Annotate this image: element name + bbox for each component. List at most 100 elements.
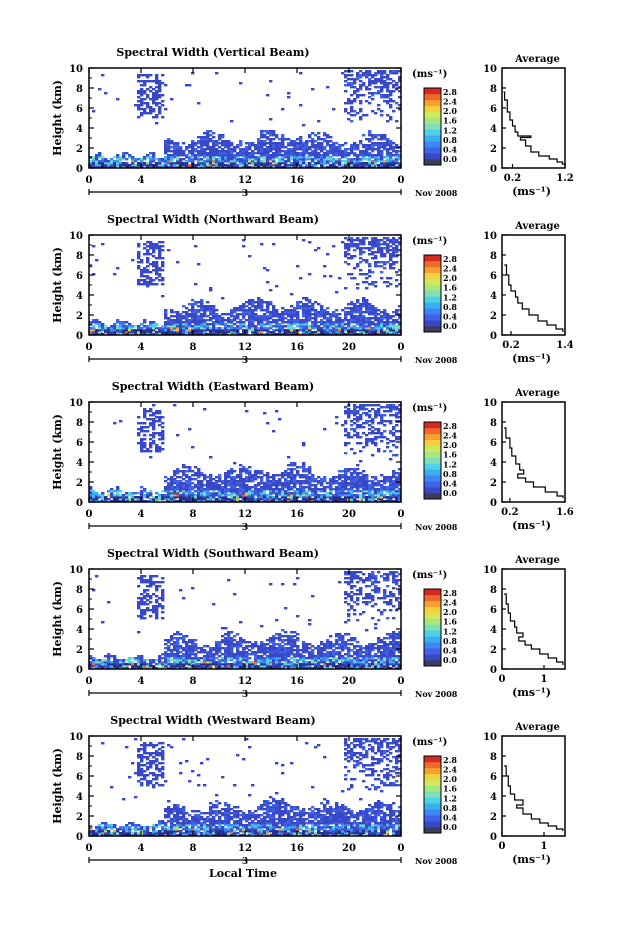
colorbar-swatch xyxy=(424,600,441,608)
average-y-tick-label: 4 xyxy=(490,625,497,636)
average-x-tick-label: 1.4 xyxy=(556,340,573,351)
average-panel: Average 0 2 4 6 8 10 0 1(ms⁻¹) xyxy=(483,555,566,699)
average-title: Average xyxy=(514,722,560,733)
average-profile-line xyxy=(504,765,564,831)
x-tick-label: 20 xyxy=(342,843,356,854)
colorbar-tick-label: 1.6 xyxy=(443,116,457,126)
colorbar-swatch xyxy=(424,255,441,262)
average-y-tick-label: 0 xyxy=(490,665,497,676)
average-y-tick-label: 6 xyxy=(490,605,497,616)
colorbar-swatch xyxy=(424,594,441,602)
colorbar-swatch xyxy=(424,624,441,631)
average-x-tick-label: 1.6 xyxy=(556,507,573,518)
colorbar-tick-label: 1.2 xyxy=(443,292,457,302)
panel-title: Spectral Width (Northward Beam) xyxy=(107,213,319,226)
colorbar-frame xyxy=(423,421,442,500)
colorbar-swatch xyxy=(424,457,441,464)
heatmap-field xyxy=(89,738,402,837)
x-tick-label: 12 xyxy=(238,843,252,854)
x-tick-label: 4 xyxy=(138,509,145,520)
colorbar-swatch xyxy=(424,153,441,160)
y-axis-label: Height (km) xyxy=(51,581,64,657)
average-profile-line xyxy=(504,264,564,332)
x-tick-label: 4 xyxy=(138,342,145,353)
colorbar-tick-label: 2.0 xyxy=(443,106,457,116)
average-panel: Average 0 2 4 6 8 10 0.2 1.2 (ms⁻¹) xyxy=(483,54,574,198)
colorbar-tick-label: 1.2 xyxy=(443,125,457,135)
x-tick-label: 20 xyxy=(342,175,356,186)
y-tick-label: 0 xyxy=(76,164,83,175)
panel-3: Spectral Width (Eastward Beam) 0 2 4 6 8 10 0 4 8… xyxy=(51,380,574,533)
average-x-axis-label: (ms⁻¹) xyxy=(512,686,551,699)
y-tick-label: 8 xyxy=(76,418,83,429)
colorbar-under xyxy=(424,493,441,499)
colorbar-swatch xyxy=(424,451,441,458)
y-tick-label: 8 xyxy=(76,251,83,262)
colorbar-swatch xyxy=(424,463,441,470)
colorbar-tick-label: 0.0 xyxy=(443,655,457,665)
colorbar: (ms⁻¹) 0.00.40.81.21.62.02.42.8 xyxy=(412,236,457,333)
x-tick-label: 0 xyxy=(86,843,93,854)
colorbar-swatch xyxy=(424,278,441,285)
colorbar: (ms⁻¹) 0.00.40.81.21.62.02.42.8 xyxy=(412,737,457,834)
colorbar-swatch xyxy=(424,654,441,661)
date-marker: 3 xyxy=(242,857,248,867)
y-tick-label: 4 xyxy=(76,792,83,803)
colorbar-tick-label: 0.8 xyxy=(443,302,457,312)
x-tick-label: 12 xyxy=(238,509,252,520)
colorbar-tick-label: 2.4 xyxy=(443,264,457,274)
y-tick-label: 10 xyxy=(69,732,83,743)
date-marker: 3 xyxy=(242,690,248,700)
colorbar-swatch xyxy=(424,88,441,95)
average-panel: Average 0 2 4 6 8 10 0.2 1.6 (ms⁻¹) xyxy=(483,388,574,532)
colorbar-unit: (ms⁻¹) xyxy=(412,69,447,80)
colorbar-swatch xyxy=(424,487,441,494)
average-y-tick-label: 6 xyxy=(490,438,497,449)
colorbar-swatch xyxy=(424,797,441,804)
average-frame xyxy=(501,568,566,670)
average-y-tick-label: 4 xyxy=(490,458,497,469)
colorbar-swatch xyxy=(424,99,441,107)
y-tick-label: 4 xyxy=(76,291,83,302)
colorbar-swatch xyxy=(424,141,441,148)
colorbar-tick-label: 2.0 xyxy=(443,440,457,450)
average-title: Average xyxy=(514,54,560,65)
colorbar-swatch xyxy=(424,284,441,291)
colorbar-tick-label: 0.8 xyxy=(443,636,457,646)
average-y-tick-label: 8 xyxy=(490,251,497,262)
y-tick-label: 2 xyxy=(76,478,83,489)
colorbar-frame xyxy=(423,755,442,834)
colorbar-swatch xyxy=(424,815,441,822)
y-tick-label: 0 xyxy=(76,331,83,342)
panel-title: Spectral Width (Vertical Beam) xyxy=(116,46,309,59)
y-tick-label: 10 xyxy=(69,398,83,409)
average-title: Average xyxy=(514,221,560,232)
colorbar-under xyxy=(424,159,441,165)
colorbar-swatch xyxy=(424,803,441,810)
heatmap-field xyxy=(89,571,402,670)
average-x-tick-label: 0.2 xyxy=(502,340,519,351)
colorbar-swatch xyxy=(424,761,441,769)
colorbar-tick-label: 0.0 xyxy=(443,154,457,164)
colorbar-tick-label: 1.2 xyxy=(443,793,457,803)
average-y-tick-label: 0 xyxy=(490,164,497,175)
date-label: Nov 2008 xyxy=(415,689,458,699)
date-marker: 3 xyxy=(242,356,248,366)
y-tick-label: 10 xyxy=(69,565,83,576)
average-y-tick-label: 8 xyxy=(490,585,497,596)
average-y-tick-label: 4 xyxy=(490,792,497,803)
x-tick-label: 12 xyxy=(238,175,252,186)
colorbar-tick-label: 0.4 xyxy=(443,812,457,822)
colorbar-tick-label: 0.8 xyxy=(443,469,457,479)
average-x-tick-label: 0 xyxy=(499,674,506,685)
average-panel: Average 0 2 4 6 8 10 0 1(ms⁻¹) xyxy=(483,722,566,866)
x-tick-label: 8 xyxy=(190,676,197,687)
average-x-tick-label: 1.2 xyxy=(556,173,573,184)
y-tick-label: 8 xyxy=(76,585,83,596)
average-y-tick-label: 2 xyxy=(490,478,497,489)
colorbar-swatch xyxy=(424,129,441,136)
x-tick-label: 0 xyxy=(398,509,405,520)
x-tick-label: 16 xyxy=(290,843,304,854)
x-tick-label: 8 xyxy=(190,509,197,520)
